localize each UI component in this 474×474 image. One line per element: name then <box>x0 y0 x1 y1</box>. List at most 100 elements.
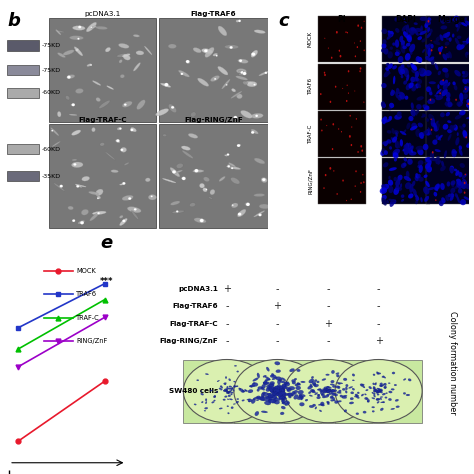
Ellipse shape <box>327 391 330 392</box>
Bar <box>49 18 156 122</box>
Ellipse shape <box>92 128 95 132</box>
Ellipse shape <box>277 389 282 392</box>
Ellipse shape <box>361 384 365 386</box>
Circle shape <box>72 103 75 106</box>
Ellipse shape <box>356 170 357 173</box>
Ellipse shape <box>210 390 212 392</box>
Ellipse shape <box>251 399 255 404</box>
Ellipse shape <box>410 109 416 117</box>
Ellipse shape <box>230 387 233 390</box>
Ellipse shape <box>456 179 462 186</box>
Ellipse shape <box>440 26 447 29</box>
Ellipse shape <box>287 393 293 396</box>
Text: DAPI: DAPI <box>396 15 417 24</box>
Ellipse shape <box>419 165 423 173</box>
Circle shape <box>91 27 92 28</box>
Ellipse shape <box>380 150 385 156</box>
Text: TRAF6: TRAF6 <box>308 78 313 95</box>
Ellipse shape <box>410 126 418 130</box>
Ellipse shape <box>92 81 101 85</box>
Ellipse shape <box>119 183 125 185</box>
Ellipse shape <box>447 93 449 99</box>
Ellipse shape <box>438 47 442 53</box>
Ellipse shape <box>252 383 258 386</box>
Ellipse shape <box>263 381 267 383</box>
Ellipse shape <box>224 383 226 385</box>
Ellipse shape <box>456 24 458 27</box>
Ellipse shape <box>390 90 395 96</box>
Ellipse shape <box>274 362 280 365</box>
Ellipse shape <box>464 196 469 200</box>
Bar <box>382 158 430 204</box>
Ellipse shape <box>325 388 328 390</box>
Ellipse shape <box>300 402 304 406</box>
Ellipse shape <box>419 68 425 74</box>
Circle shape <box>171 106 174 109</box>
Ellipse shape <box>229 399 233 400</box>
Ellipse shape <box>281 384 286 388</box>
Ellipse shape <box>277 392 283 396</box>
Ellipse shape <box>262 396 265 400</box>
Ellipse shape <box>435 123 440 130</box>
Ellipse shape <box>418 36 422 40</box>
Ellipse shape <box>456 195 460 203</box>
Ellipse shape <box>269 383 274 387</box>
Ellipse shape <box>331 397 335 400</box>
Ellipse shape <box>357 392 359 394</box>
Ellipse shape <box>430 44 434 48</box>
Ellipse shape <box>456 99 457 101</box>
Ellipse shape <box>278 388 284 392</box>
Ellipse shape <box>406 171 410 178</box>
Circle shape <box>130 128 134 131</box>
Ellipse shape <box>440 90 444 96</box>
Ellipse shape <box>389 167 397 171</box>
Ellipse shape <box>278 395 284 399</box>
Ellipse shape <box>201 49 213 54</box>
Ellipse shape <box>263 382 270 384</box>
Ellipse shape <box>97 196 100 199</box>
Ellipse shape <box>378 390 382 392</box>
Ellipse shape <box>317 381 319 383</box>
Ellipse shape <box>469 146 472 149</box>
Ellipse shape <box>453 125 458 131</box>
Ellipse shape <box>318 389 321 391</box>
Ellipse shape <box>274 389 280 393</box>
Ellipse shape <box>436 36 440 42</box>
Ellipse shape <box>425 158 431 164</box>
Ellipse shape <box>331 389 335 392</box>
Ellipse shape <box>312 404 316 407</box>
Ellipse shape <box>455 193 458 198</box>
Ellipse shape <box>403 68 409 77</box>
Ellipse shape <box>403 144 409 150</box>
Ellipse shape <box>275 386 278 388</box>
Ellipse shape <box>389 116 392 120</box>
Circle shape <box>264 72 267 74</box>
Ellipse shape <box>373 383 374 385</box>
Ellipse shape <box>452 125 456 128</box>
Ellipse shape <box>336 373 339 374</box>
Ellipse shape <box>276 389 281 393</box>
Ellipse shape <box>228 395 231 397</box>
Ellipse shape <box>90 213 99 221</box>
Ellipse shape <box>380 392 383 393</box>
Ellipse shape <box>464 86 468 91</box>
Ellipse shape <box>388 186 393 193</box>
Ellipse shape <box>372 410 374 412</box>
Ellipse shape <box>427 27 430 33</box>
Ellipse shape <box>403 378 406 381</box>
Ellipse shape <box>75 184 82 187</box>
Ellipse shape <box>63 50 74 55</box>
Ellipse shape <box>331 389 335 392</box>
Ellipse shape <box>471 19 474 25</box>
Ellipse shape <box>426 86 431 92</box>
Ellipse shape <box>338 390 341 392</box>
Ellipse shape <box>327 394 329 396</box>
Ellipse shape <box>356 413 359 415</box>
Ellipse shape <box>436 187 438 191</box>
Ellipse shape <box>361 27 362 29</box>
Ellipse shape <box>395 143 399 148</box>
Ellipse shape <box>168 104 176 113</box>
Ellipse shape <box>440 112 445 117</box>
Ellipse shape <box>308 392 311 394</box>
Ellipse shape <box>282 378 286 381</box>
